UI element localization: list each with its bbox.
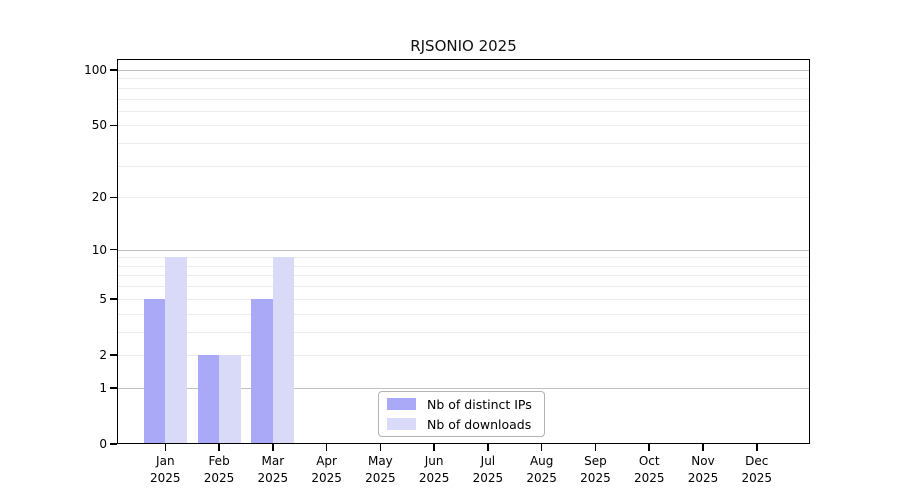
legend: Nb of distinct IPs Nb of downloads (378, 391, 545, 437)
bar-downloads-feb (219, 354, 241, 444)
month-label: Feb (208, 454, 230, 468)
year-label: 2025 (741, 471, 773, 485)
month-label: Jul (480, 454, 496, 468)
month-label: Oct (638, 454, 660, 468)
gridline-major-100 (117, 69, 810, 71)
year-label: 2025 (365, 471, 396, 485)
legend-label-downloads: Nb of downloads (427, 416, 532, 432)
gridline-minor-60 (117, 110, 810, 112)
year-label: 2025 (311, 471, 342, 485)
bar-downloads-jan (165, 257, 187, 444)
month-label: Jan (156, 454, 175, 468)
y-tick-label-1: 1 (99, 380, 107, 395)
x-tick-aug (540, 444, 543, 451)
gridline-minor-6 (117, 286, 810, 288)
gridline-minor-7 (117, 275, 810, 277)
x-tick-label-jun: Jun 2025 (402, 453, 466, 487)
gridline-major-10 (117, 249, 810, 251)
x-tick-mar (272, 444, 274, 451)
y-tick-2 (110, 354, 117, 356)
gridline-minor-90 (117, 78, 810, 80)
year-label: 2025 (257, 471, 289, 485)
bar-distinct-ips-mar (251, 298, 273, 444)
x-tick-jan (164, 444, 167, 451)
legend-item-downloads: Nb of downloads (387, 417, 536, 432)
x-tick-label-jul: Jul 2025 (456, 453, 520, 487)
gridline-minor-4 (117, 313, 810, 315)
month-label: Apr (316, 454, 337, 468)
legend-swatch-distinct-ips (387, 398, 416, 410)
gridline-minor-8 (117, 265, 810, 267)
gridline-minor-70 (117, 98, 810, 100)
y-tick-label-5: 5 (99, 291, 107, 306)
x-tick-label-nov: Nov 2025 (671, 453, 735, 487)
year-label: 2025 (526, 471, 557, 485)
month-label: Aug (529, 454, 554, 468)
year-label: 2025 (203, 471, 235, 485)
x-tick-label-jan: Jan 2025 (133, 453, 197, 487)
year-label: 2025 (687, 471, 719, 485)
x-tick-label-dec: Dec 2025 (725, 453, 789, 487)
x-tick-dec (756, 444, 758, 451)
y-tick-50 (110, 124, 117, 127)
y-tick-20 (110, 196, 117, 199)
x-tick-oct (648, 444, 650, 451)
x-tick-label-mar: Mar 2025 (241, 453, 305, 487)
gridline-minor-30 (117, 165, 810, 167)
month-label: Sep (584, 454, 607, 468)
y-tick-5 (110, 298, 117, 300)
gridline-minor-3 (117, 331, 810, 333)
y-tick-10 (110, 248, 117, 251)
month-label: May (367, 454, 393, 468)
year-label: 2025 (150, 471, 181, 485)
x-tick-feb (218, 444, 220, 451)
gridline-minor-9 (117, 257, 810, 259)
bar-downloads-mar (272, 257, 295, 444)
chart-title: RJSONIO 2025 (410, 37, 517, 55)
y-tick-label-0: 0 (99, 437, 107, 451)
gridline-minor-80 (117, 87, 810, 89)
bar-distinct-ips-feb (197, 354, 220, 444)
year-label: 2025 (633, 471, 665, 485)
x-tick-apr (325, 444, 328, 451)
legend-swatch-downloads (387, 418, 416, 430)
gridline-minor-50 (117, 125, 810, 127)
gridline-minor-2 (117, 354, 810, 356)
gridline-minor-20 (117, 197, 810, 199)
x-tick-jul (487, 444, 489, 451)
month-label: Mar (261, 454, 285, 468)
y-tick-label-10: 10 (91, 242, 107, 257)
x-tick-label-aug: Aug 2025 (510, 453, 574, 487)
month-label: Jun (424, 454, 444, 468)
x-tick-label-apr: Apr 2025 (295, 453, 359, 487)
gridline-major-1 (117, 387, 810, 389)
x-tick-label-feb: Feb 2025 (187, 453, 251, 487)
year-label: 2025 (472, 471, 504, 485)
x-tick-sep (594, 444, 597, 451)
month-label: Dec (745, 454, 769, 468)
x-tick-nov (702, 444, 704, 451)
x-tick-label-may: May 2025 (348, 453, 412, 487)
y-tick-label-2: 2 (99, 347, 107, 362)
gridline-minor-40 (117, 143, 810, 145)
plot-area: 0 1 2 5 10 20 50 100 Jan 2025 Feb 2025 Mar 2025 Apr 202… (84, 59, 810, 485)
y-tick-label-20: 20 (91, 190, 107, 205)
x-tick-label-oct: Oct 2025 (617, 453, 681, 487)
gridline-minor-5 (117, 298, 810, 300)
year-label: 2025 (580, 471, 611, 485)
y-tick-0 (110, 443, 117, 445)
x-tick-may (379, 444, 382, 451)
x-tick-label-sep: Sep 2025 (563, 453, 627, 487)
year-label: 2025 (418, 471, 450, 485)
legend-label-distinct-ips: Nb of distinct IPs (427, 396, 532, 412)
y-tick-100 (110, 69, 117, 71)
y-tick-label-50: 50 (91, 118, 107, 133)
month-label: Nov (691, 454, 715, 468)
y-tick-label-100: 100 (84, 62, 107, 77)
x-tick-jun (433, 444, 435, 451)
legend-item-distinct-ips: Nb of distinct IPs (387, 397, 536, 412)
y-tick-1 (110, 387, 117, 389)
bar-distinct-ips-jan (143, 298, 166, 444)
